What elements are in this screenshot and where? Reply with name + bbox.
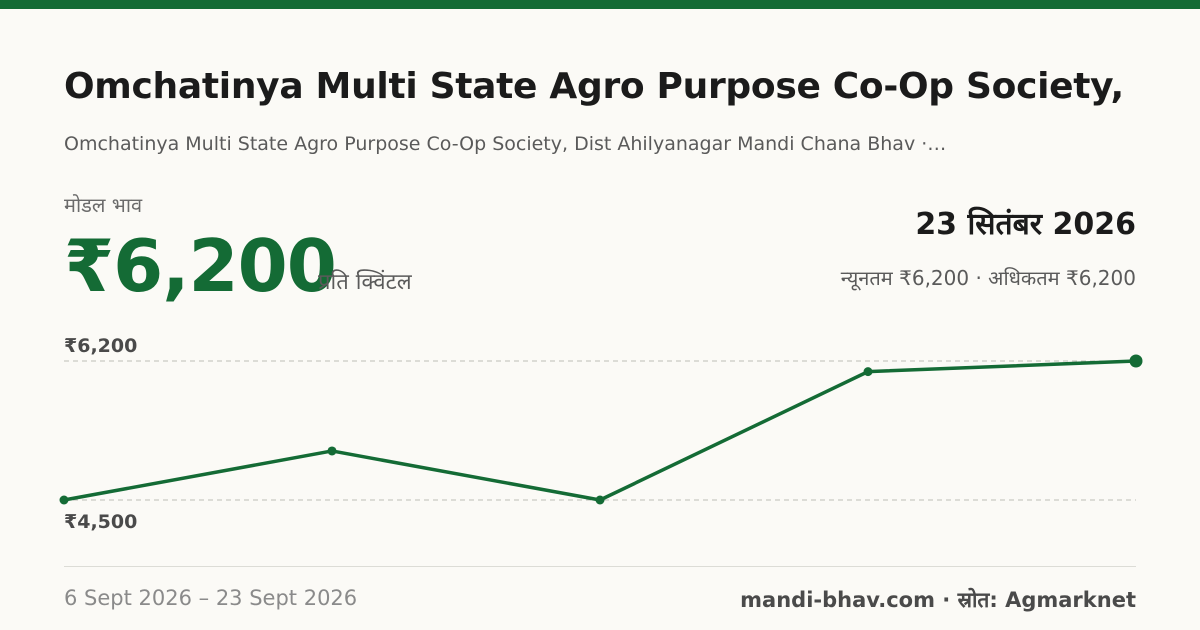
min-max-price: न्यूनतम ₹6,200 · अधिकतम ₹6,200 bbox=[840, 266, 1136, 290]
price-unit: प्रति क्विंटल bbox=[318, 270, 412, 295]
series-line bbox=[62, 359, 1138, 502]
modal-price-value: ₹6,200 bbox=[64, 224, 337, 308]
source-credit: mandi-bhav.com · स्रोत: Agmarknet bbox=[740, 588, 1136, 612]
top-accent-bar bbox=[0, 0, 1200, 9]
y-tick-label-min: ₹4,500 bbox=[64, 511, 137, 533]
page-subtitle: Omchatinya Multi State Agro Purpose Co-O… bbox=[64, 133, 947, 155]
data-point bbox=[59, 495, 69, 505]
footer-divider bbox=[64, 566, 1136, 567]
price-date: 23 सितंबर 2026 bbox=[915, 207, 1136, 242]
page-title: Omchatinya Multi State Agro Purpose Co-O… bbox=[64, 66, 1124, 107]
date-range: 6 Sept 2026 – 23 Sept 2026 bbox=[64, 586, 358, 610]
data-point bbox=[327, 446, 337, 456]
y-tick-label-max: ₹6,200 bbox=[64, 335, 137, 357]
data-point bbox=[863, 367, 873, 377]
modal-price-label: मोडल भाव bbox=[64, 193, 143, 217]
data-point bbox=[595, 495, 605, 505]
data-point bbox=[1129, 354, 1143, 368]
